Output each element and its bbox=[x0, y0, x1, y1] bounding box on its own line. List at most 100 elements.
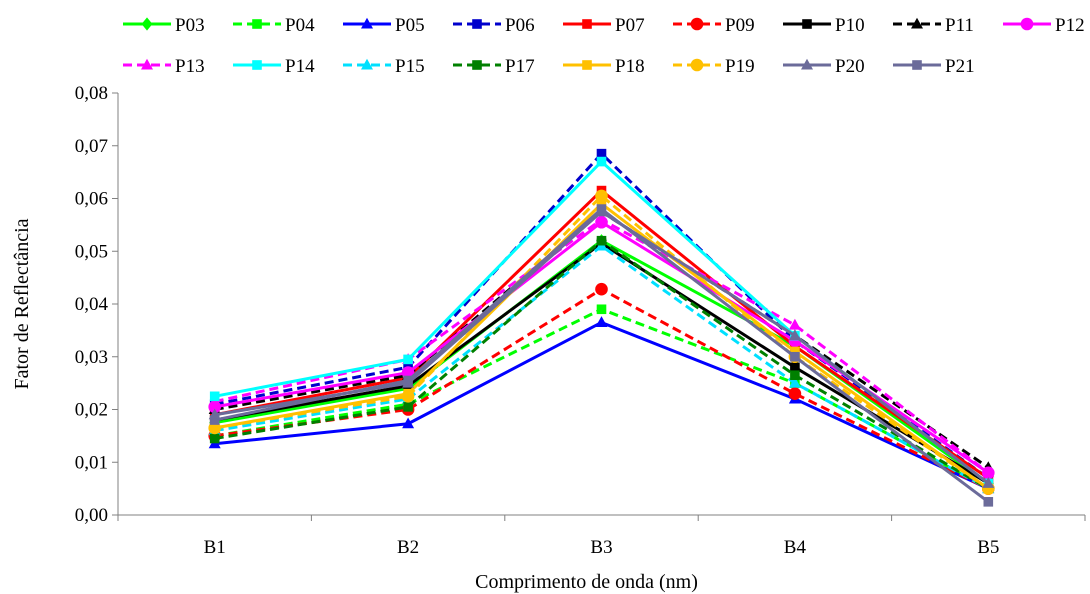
legend-item-p05: P05 bbox=[343, 15, 425, 36]
legend-label: P10 bbox=[835, 15, 865, 36]
series-line-p10 bbox=[214, 241, 990, 485]
legend-swatch-marker bbox=[690, 17, 704, 31]
legend-swatch-marker bbox=[690, 58, 704, 72]
legend-swatch-marker bbox=[361, 58, 373, 70]
series-p17 bbox=[209, 235, 994, 494]
legend-item-p09: P09 bbox=[673, 15, 755, 36]
legend-label: P09 bbox=[725, 15, 755, 36]
legend-item-p15: P15 bbox=[343, 56, 425, 77]
legend-label: P12 bbox=[1055, 15, 1085, 36]
y-axis-title: Fator de Reflectância bbox=[11, 218, 33, 389]
data-point-p04-b3 bbox=[596, 304, 607, 315]
series-line-p21 bbox=[214, 207, 990, 504]
series-line-p20 bbox=[214, 210, 990, 485]
legend-item-p17: P17 bbox=[453, 56, 535, 77]
legend-item-p03: P03 bbox=[123, 15, 205, 36]
legend-swatch-marker bbox=[252, 60, 262, 70]
legend-item-p04: P04 bbox=[233, 15, 315, 36]
data-point-p14-b3 bbox=[596, 156, 607, 167]
legend-item-p10: P10 bbox=[783, 15, 865, 36]
legend-label: P06 bbox=[505, 15, 535, 36]
series-p21 bbox=[209, 204, 994, 507]
data-point-p20-b5 bbox=[982, 477, 995, 488]
y-ticks: 0,00 0,01 0,02 0,03 0,04 0,05 0,06 0,07 0,08 bbox=[75, 83, 118, 526]
legend-label: P05 bbox=[395, 15, 425, 36]
legend-item-p12: P12 bbox=[1003, 15, 1085, 36]
x-tick-label-b2: B2 bbox=[397, 537, 419, 558]
y-tick-label: 0,01 bbox=[75, 452, 108, 473]
data-point-p14-b2 bbox=[403, 354, 413, 365]
data-point-p06-b3 bbox=[596, 148, 607, 159]
data-point-p17-b2 bbox=[403, 402, 413, 412]
legend-label: P18 bbox=[615, 56, 645, 77]
data-point-p19-b2 bbox=[401, 390, 415, 403]
x-tick-label-b5: B5 bbox=[977, 537, 999, 558]
series-p15 bbox=[208, 239, 995, 494]
legend-label: P17 bbox=[505, 56, 535, 77]
legend-label: P21 bbox=[945, 56, 975, 77]
x-tick-label-b1: B1 bbox=[204, 537, 226, 558]
legend-swatch-marker bbox=[361, 17, 373, 29]
data-point-p17-b3 bbox=[596, 235, 607, 246]
data-point-p21-b3 bbox=[596, 204, 607, 214]
y-tick-label: 0,04 bbox=[75, 294, 109, 315]
legend-swatch-marker bbox=[802, 19, 812, 29]
series-p10 bbox=[209, 238, 994, 489]
series-line-p19 bbox=[214, 194, 990, 490]
series-line-p17 bbox=[214, 239, 990, 490]
legend-item-p07: P07 bbox=[563, 15, 645, 36]
data-point-p18-b3 bbox=[596, 198, 607, 209]
legend-item-p13: P13 bbox=[123, 56, 205, 77]
legend-swatch-marker bbox=[252, 19, 262, 29]
legend-label: P15 bbox=[395, 56, 425, 77]
series-p12 bbox=[208, 215, 995, 480]
legend-swatch-marker bbox=[801, 58, 813, 70]
data-point-p09-b4 bbox=[788, 387, 802, 400]
axes: 0,000,010,020,030,040,050,060,070,08 B1 B… bbox=[11, 83, 1086, 593]
y-tick-label: 0,02 bbox=[75, 400, 108, 421]
legend-label: P20 bbox=[835, 56, 865, 77]
data-point-p21-b1 bbox=[209, 415, 220, 425]
y-tick-label: 0,07 bbox=[75, 136, 108, 157]
x-tick-label-b4: B4 bbox=[784, 537, 807, 558]
legend-item-p11: P11 bbox=[893, 15, 974, 36]
legend-label: P04 bbox=[285, 15, 315, 36]
data-point-p14-b1 bbox=[209, 391, 220, 402]
data-point-p13-b4 bbox=[788, 318, 801, 330]
data-point-p13-b3 bbox=[595, 213, 608, 225]
legend-swatch-marker bbox=[911, 17, 923, 29]
legend-label: P13 bbox=[175, 56, 205, 77]
y-tick-label: 0,05 bbox=[75, 241, 108, 262]
legend-swatch-marker bbox=[1020, 17, 1034, 31]
legend-swatch-marker bbox=[472, 60, 482, 70]
legend-swatch-marker bbox=[582, 19, 592, 29]
data-point-p17-b1 bbox=[209, 433, 220, 444]
data-point-p21-b4 bbox=[790, 351, 800, 362]
legend-item-p19: P19 bbox=[673, 56, 755, 77]
series-p07 bbox=[209, 185, 994, 483]
x-ticks: B1 B2 B3 B4 B5 bbox=[117, 515, 1086, 558]
legend-swatch-marker bbox=[141, 58, 153, 70]
x-tick-label-b3: B3 bbox=[590, 537, 612, 558]
data-point-p05-b3 bbox=[595, 316, 608, 327]
legend-item-p06: P06 bbox=[453, 15, 535, 36]
legend-label: P03 bbox=[175, 15, 205, 36]
y-tick-label: 0,03 bbox=[75, 347, 108, 368]
legend-swatch-marker bbox=[582, 60, 592, 70]
legend-swatch-marker bbox=[472, 19, 482, 29]
data-point-p20-b4 bbox=[788, 329, 801, 341]
legend-item-p18: P18 bbox=[563, 56, 645, 77]
legend-label: P07 bbox=[615, 15, 645, 36]
legend: P03 P04 P05 P06 P07 P09 P10 P11 P12 P13 P14 P15 P17 P… bbox=[123, 15, 1085, 77]
series-line-p03 bbox=[214, 239, 990, 485]
data-point-p21-b2 bbox=[403, 375, 413, 386]
x-axis-title: Comprimento de onda (nm) bbox=[475, 571, 698, 593]
series-line-p15 bbox=[214, 244, 990, 490]
y-tick-label: 0,00 bbox=[75, 505, 108, 526]
data-point-p13-b5 bbox=[982, 466, 995, 478]
data-point-p21-b5 bbox=[983, 497, 994, 507]
series-p03 bbox=[209, 234, 994, 490]
data-point-p05-b2 bbox=[402, 417, 415, 429]
legend-swatch-marker bbox=[912, 60, 922, 70]
